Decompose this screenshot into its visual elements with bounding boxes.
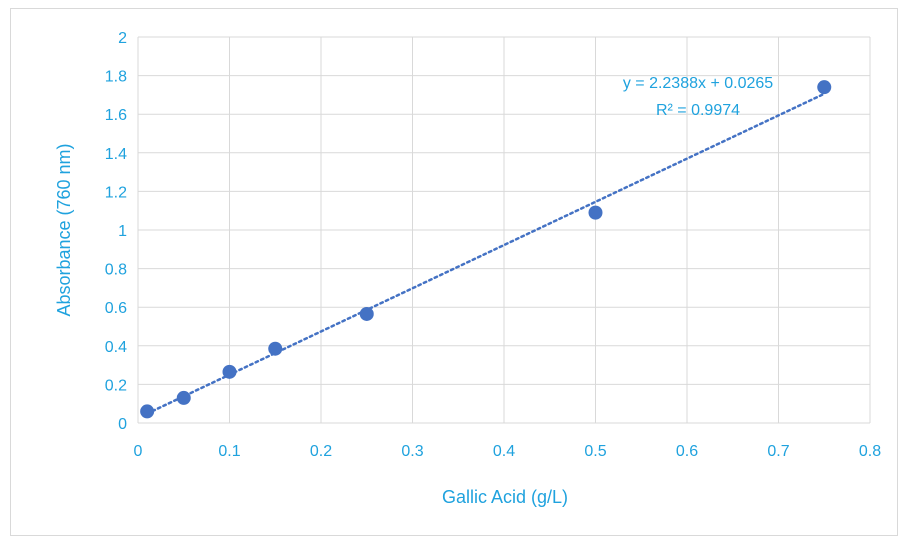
x-tick-labels: 0 0.1 0.2 0.3 0.4 0.5 0.6 0.7 0.8 bbox=[134, 443, 882, 460]
data-point bbox=[359, 306, 374, 321]
data-point bbox=[140, 404, 155, 419]
y-tick-label: 2 bbox=[118, 30, 127, 47]
y-tick-label: 1.2 bbox=[105, 184, 127, 201]
data-point bbox=[588, 205, 603, 220]
x-tick-label: 0.4 bbox=[493, 443, 515, 460]
x-tick-label: 0.5 bbox=[584, 443, 606, 460]
y-tick-label: 1.6 bbox=[105, 107, 127, 124]
data-point bbox=[817, 80, 832, 95]
data-point bbox=[176, 390, 191, 405]
trendline bbox=[145, 92, 826, 415]
x-tick-label: 0.6 bbox=[676, 443, 698, 460]
data-point bbox=[222, 364, 237, 379]
y-tick-label: 1 bbox=[118, 223, 127, 240]
data-points bbox=[140, 80, 832, 419]
x-tick-label: 0.7 bbox=[767, 443, 789, 460]
trendline-equation: y = 2.2388x + 0.0265 bbox=[623, 75, 773, 92]
y-tick-labels: 0 0.2 0.4 0.6 0.8 1 1.2 1.4 1.6 1.8 2 bbox=[105, 30, 127, 433]
x-tick-label: 0.3 bbox=[401, 443, 423, 460]
trendline-r-squared: R² = 0.9974 bbox=[656, 102, 740, 119]
y-tick-label: 0.4 bbox=[105, 339, 127, 356]
y-tick-label: 1.4 bbox=[105, 146, 127, 163]
y-axis-title: Absorbance (760 nm) bbox=[54, 143, 74, 316]
x-axis-title: Gallic Acid (g/L) bbox=[442, 487, 568, 507]
y-tick-label: 1.8 bbox=[105, 69, 127, 86]
grid-lines bbox=[137, 36, 871, 424]
y-tick-label: 0.8 bbox=[105, 262, 127, 279]
x-tick-label: 0.1 bbox=[218, 443, 240, 460]
x-tick-label: 0.8 bbox=[859, 443, 881, 460]
chart-frame bbox=[10, 8, 898, 536]
data-point bbox=[268, 341, 283, 356]
y-tick-label: 0.6 bbox=[105, 300, 127, 317]
y-tick-label: 0.2 bbox=[105, 377, 127, 394]
x-tick-label: 0 bbox=[134, 443, 143, 460]
trendline-group bbox=[145, 92, 826, 415]
y-tick-label: 0 bbox=[118, 416, 127, 433]
x-tick-label: 0.2 bbox=[310, 443, 332, 460]
